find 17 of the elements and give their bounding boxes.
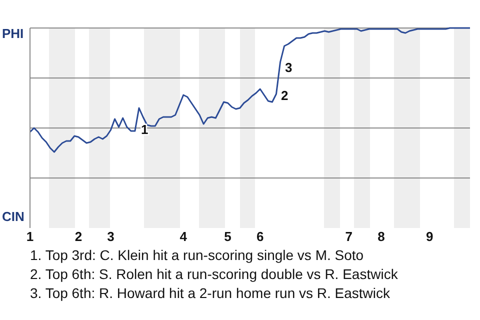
text: CIN [2, 209, 24, 224]
x-tick-label: 8 [378, 229, 385, 244]
annotation: 2 [281, 88, 288, 103]
x-tick-label: 6 [256, 229, 264, 244]
annotation: 1 [141, 122, 148, 137]
annotation: 3 [285, 60, 292, 75]
x-tick-label: 1 [26, 229, 34, 244]
x-tick-label: 3 [107, 229, 114, 244]
text: PHI [2, 26, 24, 41]
x-tick-label: 4 [180, 229, 188, 244]
x-tick-label: 2 [74, 229, 82, 244]
x-tick-label: 7 [345, 229, 353, 244]
text: 3. Top 6th: R. Howard hit a 2-run home run vs R. Eastwick [30, 284, 392, 303]
text: 2. Top 6th: S. Rolen hit a run-scoring double vs R. Eastwick [30, 265, 399, 284]
x-tick-label: 5 [224, 229, 232, 244]
x-tick-label: 9 [426, 229, 434, 244]
text: 1. Top 3rd: C. Klein hit a run-scoring single vs M. Soto [30, 246, 365, 265]
